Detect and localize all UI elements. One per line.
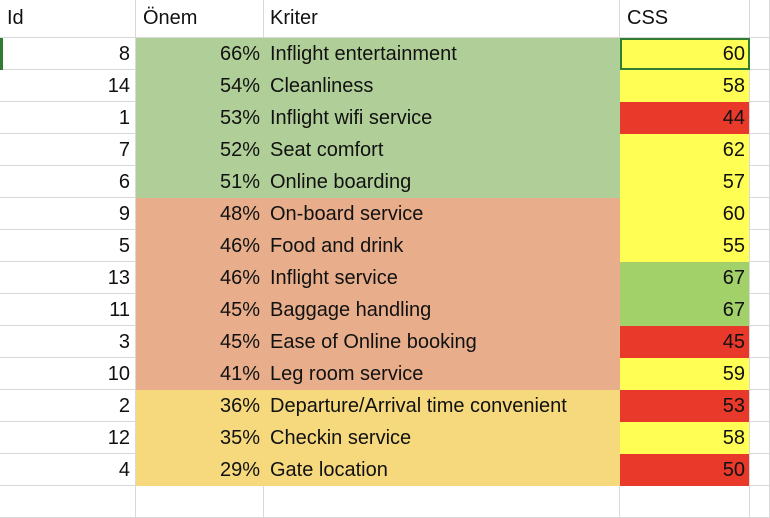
importance-cell[interactable]: 41% [136,358,264,390]
table-row: 10 41% Leg room service 59 [0,358,770,390]
id-cell[interactable]: 13 [0,262,136,294]
table-row: 13 46% Inflight service 67 [0,262,770,294]
row-selection-marker [0,38,3,70]
empty-cell[interactable] [750,102,770,134]
empty-cell[interactable] [750,486,770,518]
criterion-cell[interactable]: Inflight entertainment [264,38,620,70]
empty-cell[interactable] [750,294,770,326]
empty-cell[interactable] [750,390,770,422]
table-row: 2 36% Departure/Arrival time convenient 53 [0,390,770,422]
criterion-cell[interactable]: Online boarding [264,166,620,198]
id-cell[interactable]: 6 [0,166,136,198]
css-score-cell[interactable]: 60 [620,198,750,230]
importance-cell[interactable]: 53% [136,102,264,134]
table-row: 6 51% Online boarding 57 [0,166,770,198]
css-score-cell[interactable]: 55 [620,230,750,262]
importance-cell[interactable]: 52% [136,134,264,166]
criterion-cell[interactable]: Checkin service [264,422,620,454]
header-criterion-cell[interactable]: Kriter [264,0,620,38]
criterion-cell[interactable]: Inflight service [264,262,620,294]
header-row: Id Önem Kriter CSS [0,0,770,38]
criterion-cell[interactable]: Leg room service [264,358,620,390]
header-id-cell[interactable]: Id [0,0,136,38]
criterion-cell[interactable]: On-board service [264,198,620,230]
css-score-cell[interactable]: 53 [620,390,750,422]
empty-cell[interactable] [750,326,770,358]
importance-cell[interactable]: 29% [136,454,264,486]
table-row: 4 29% Gate location 50 [0,454,770,486]
importance-cell[interactable]: 45% [136,294,264,326]
css-score-cell[interactable]: 60 [620,38,750,70]
criterion-cell[interactable]: Cleanliness [264,70,620,102]
table-row: 1 53% Inflight wifi service 44 [0,102,770,134]
empty-cell[interactable] [136,486,264,518]
empty-cell[interactable] [264,486,620,518]
empty-cell[interactable] [620,486,750,518]
empty-cell[interactable] [750,0,770,38]
empty-cell[interactable] [750,262,770,294]
css-score-cell[interactable]: 45 [620,326,750,358]
id-cell[interactable]: 7 [0,134,136,166]
table-row: 5 46% Food and drink 55 [0,230,770,262]
header-css-cell[interactable]: CSS [620,0,750,38]
criterion-cell[interactable]: Ease of Online booking [264,326,620,358]
importance-cell[interactable]: 54% [136,70,264,102]
criterion-cell[interactable]: Gate location [264,454,620,486]
empty-cell[interactable] [750,198,770,230]
importance-cell[interactable]: 45% [136,326,264,358]
css-score-cell[interactable]: 50 [620,454,750,486]
importance-cell[interactable]: 35% [136,422,264,454]
importance-cell[interactable]: 46% [136,262,264,294]
id-cell[interactable]: 1 [0,102,136,134]
table-row: 9 48% On-board service 60 [0,198,770,230]
empty-row [0,486,770,518]
criterion-cell[interactable]: Departure/Arrival time convenient [264,390,620,422]
css-score-cell[interactable]: 62 [620,134,750,166]
empty-cell[interactable] [750,134,770,166]
id-cell[interactable]: 14 [0,70,136,102]
table-row: 11 45% Baggage handling 67 [0,294,770,326]
empty-cell[interactable] [750,422,770,454]
css-score-cell[interactable]: 67 [620,262,750,294]
empty-cell[interactable] [0,486,136,518]
empty-cell[interactable] [750,70,770,102]
empty-cell[interactable] [750,38,770,70]
id-cell[interactable]: 5 [0,230,136,262]
id-cell[interactable]: 3 [0,326,136,358]
importance-cell[interactable]: 46% [136,230,264,262]
importance-cell[interactable]: 48% [136,198,264,230]
criterion-cell[interactable]: Food and drink [264,230,620,262]
id-cell[interactable]: 4 [0,454,136,486]
table-row: 3 45% Ease of Online booking 45 [0,326,770,358]
table-row: 14 54% Cleanliness 58 [0,70,770,102]
css-score-cell[interactable]: 57 [620,166,750,198]
table-row: 8 66% Inflight entertainment 60 [0,38,770,70]
criterion-cell[interactable]: Inflight wifi service [264,102,620,134]
importance-cell[interactable]: 36% [136,390,264,422]
id-cell[interactable]: 2 [0,390,136,422]
id-cell[interactable]: 9 [0,198,136,230]
criterion-cell[interactable]: Baggage handling [264,294,620,326]
table-row: 7 52% Seat comfort 62 [0,134,770,166]
empty-cell[interactable] [750,454,770,486]
importance-cell[interactable]: 66% [136,38,264,70]
id-cell[interactable]: 11 [0,294,136,326]
table-row: 12 35% Checkin service 58 [0,422,770,454]
criterion-cell[interactable]: Seat comfort [264,134,620,166]
id-cell[interactable]: 12 [0,422,136,454]
css-score-cell[interactable]: 58 [620,70,750,102]
empty-cell[interactable] [750,358,770,390]
css-score-cell[interactable]: 58 [620,422,750,454]
css-score-cell[interactable]: 59 [620,358,750,390]
empty-cell[interactable] [750,230,770,262]
importance-cell[interactable]: 51% [136,166,264,198]
id-cell[interactable]: 8 [0,38,136,70]
css-score-cell[interactable]: 44 [620,102,750,134]
header-importance-cell[interactable]: Önem [136,0,264,38]
id-cell[interactable]: 10 [0,358,136,390]
css-score-cell[interactable]: 67 [620,294,750,326]
empty-cell[interactable] [750,166,770,198]
